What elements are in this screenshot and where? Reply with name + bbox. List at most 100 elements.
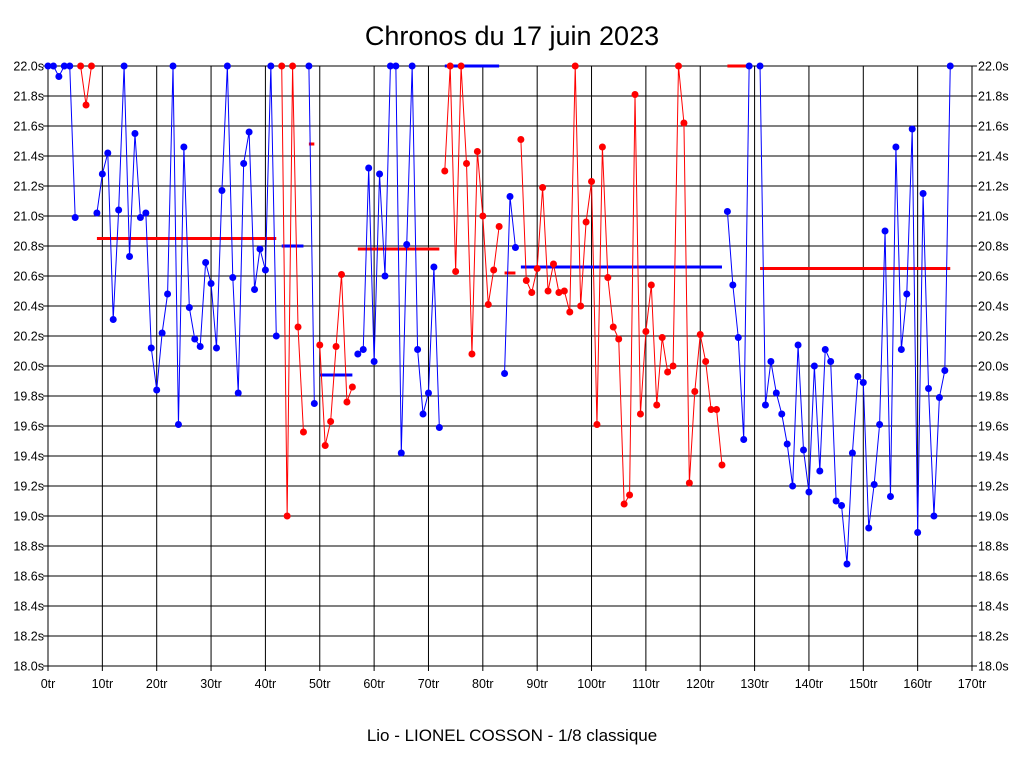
axis-ticks: 0tr 10tr 20tr 30tr 40tr 50tr 60tr 70tr 80tr 90tr 1… <box>13 60 1008 692</box>
data-point <box>327 418 335 425</box>
data-point <box>674 62 682 70</box>
data-point <box>756 62 764 70</box>
data-point <box>838 502 846 509</box>
data-point <box>365 164 373 172</box>
data-point <box>555 289 563 296</box>
data-point <box>381 272 389 280</box>
y-tick-label-right: 20.4s <box>978 300 1009 314</box>
x-tick-label: 0tr <box>41 677 56 691</box>
data-point <box>234 389 242 397</box>
data-point <box>218 187 226 194</box>
data-point <box>359 346 367 353</box>
data-point <box>789 482 797 490</box>
data-point <box>859 379 867 386</box>
y-tick-label-right: 18.2s <box>978 630 1009 644</box>
data-point <box>147 344 155 352</box>
data-point <box>49 62 57 70</box>
y-tick-label-right: 18.8s <box>978 540 1009 554</box>
data-point <box>131 130 139 137</box>
data-point <box>620 500 628 508</box>
data-point <box>598 143 606 151</box>
data-point <box>109 316 117 323</box>
data-point <box>180 143 188 151</box>
y-tick-label-left: 19.4s <box>13 450 44 464</box>
data-point <box>484 301 492 308</box>
y-tick-label-right: 18.4s <box>978 600 1009 614</box>
data-point <box>452 268 460 275</box>
data-point <box>544 287 552 295</box>
y-tick-label-left: 20.2s <box>13 330 44 344</box>
y-tick-label-right: 20.6s <box>978 270 1009 284</box>
data-points <box>44 62 954 568</box>
chart-caption: Lio - LIONEL COSSON - 1/8 classique <box>367 726 657 745</box>
data-point <box>169 62 177 70</box>
data-point <box>821 346 829 353</box>
data-point <box>892 143 900 151</box>
y-tick-label-left: 21.0s <box>13 210 44 224</box>
data-point <box>506 193 514 200</box>
y-tick-label-left: 20.4s <box>13 300 44 314</box>
data-point <box>55 73 63 80</box>
data-point <box>919 190 927 197</box>
y-tick-label-right: 18.0s <box>978 660 1009 674</box>
data-point <box>289 62 297 70</box>
data-point <box>321 442 329 449</box>
y-tick-label-right: 21.4s <box>978 150 1009 164</box>
data-point <box>707 406 715 413</box>
data-point <box>930 512 938 520</box>
average-lines <box>96 64 951 377</box>
data-point <box>191 335 199 343</box>
data-point <box>870 481 878 488</box>
data-point <box>457 62 465 70</box>
data-point <box>810 362 818 370</box>
data-point <box>272 332 280 340</box>
y-tick-label-right: 20.2s <box>978 330 1009 344</box>
data-point <box>294 323 302 331</box>
x-tick-label: 170tr <box>958 677 987 691</box>
data-point <box>386 62 394 70</box>
data-point <box>424 389 432 397</box>
data-point <box>946 62 954 70</box>
data-point <box>566 308 574 316</box>
data-point <box>854 373 862 380</box>
y-tick-label-left: 21.2s <box>13 180 44 194</box>
data-point <box>593 421 601 428</box>
data-point <box>881 227 889 235</box>
data-point <box>941 367 949 374</box>
y-tick-label-left: 20.0s <box>13 360 44 374</box>
data-point <box>343 398 351 406</box>
data-point <box>539 184 547 191</box>
data-point <box>403 241 411 248</box>
data-point <box>44 62 52 70</box>
data-point <box>517 136 525 143</box>
data-point <box>827 358 835 365</box>
y-tick-label-right: 18.6s <box>978 570 1009 584</box>
data-point <box>897 346 905 353</box>
x-tick-label: 50tr <box>309 677 331 691</box>
y-tick-label-left: 20.8s <box>13 240 44 254</box>
data-point <box>185 304 193 311</box>
data-point <box>261 266 269 274</box>
data-point <box>843 560 851 568</box>
data-point <box>642 328 650 335</box>
data-point <box>767 358 775 365</box>
data-point <box>299 428 307 436</box>
y-tick-label-right: 19.6s <box>978 420 1009 434</box>
data-point <box>142 209 150 217</box>
data-point <box>473 148 481 155</box>
data-point <box>865 524 873 532</box>
data-point <box>305 62 313 70</box>
data-point <box>310 400 318 407</box>
data-point <box>718 461 726 469</box>
data-point <box>376 170 384 178</box>
data-point <box>848 449 856 457</box>
data-point <box>397 449 405 457</box>
data-point <box>316 341 324 349</box>
y-tick-label-left: 19.0s <box>13 510 44 524</box>
grid <box>47 65 973 667</box>
data-point <box>115 206 123 214</box>
data-point <box>164 290 172 298</box>
data-point <box>886 493 894 500</box>
data-point <box>626 491 634 499</box>
